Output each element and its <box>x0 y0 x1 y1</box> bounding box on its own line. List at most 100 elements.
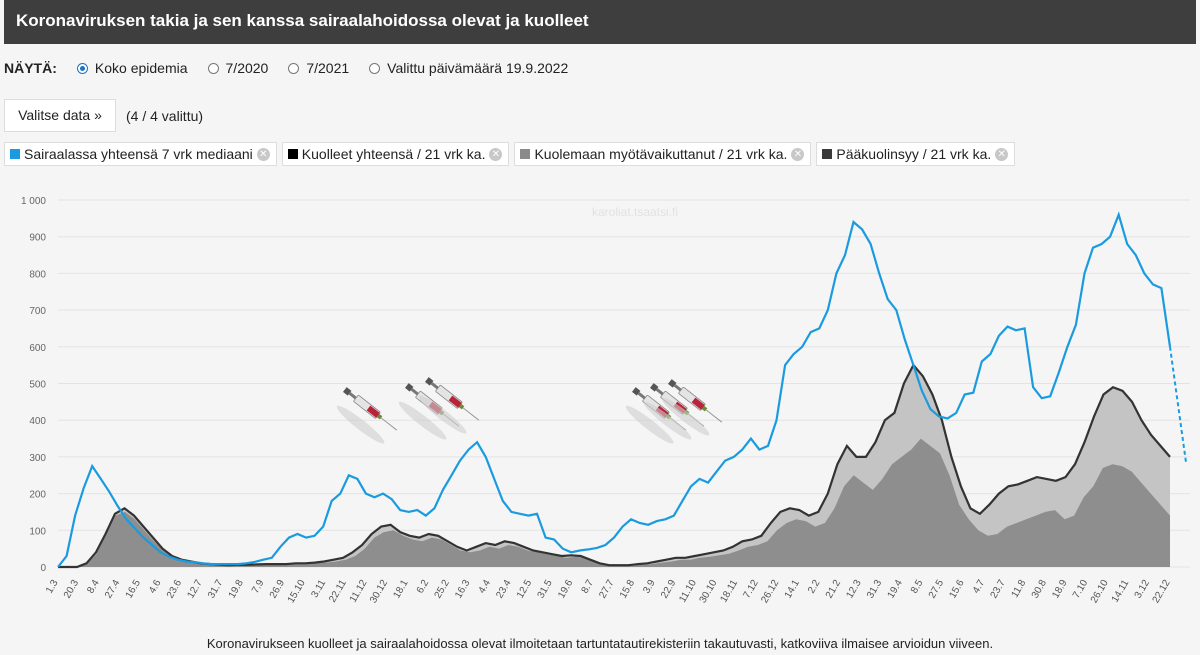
legend-chip-deaths-total[interactable]: Kuolleet yhteensä / 21 vrk ka. ✕ <box>281 142 510 166</box>
x-tick-label: 18.1 <box>391 578 410 601</box>
x-tick-label: 30.10 <box>698 578 720 606</box>
legend-chip-contributing[interactable]: Kuolemaan myötävaikuttanut / 21 vrk ka. … <box>514 142 812 166</box>
x-tick-label: 27.4 <box>103 578 122 601</box>
x-tick-label: 19.4 <box>886 578 905 601</box>
page-title: Koronaviruksen takia ja sen kanssa saira… <box>4 0 1196 44</box>
x-tick-label: 19.8 <box>227 578 246 601</box>
radio-dot[interactable] <box>369 62 381 74</box>
syringe-icon <box>625 387 687 444</box>
x-tick-label: 11.8 <box>1010 578 1029 600</box>
syringe-fluid <box>448 395 462 408</box>
x-tick-label: 27.5 <box>927 578 946 601</box>
legend-swatch <box>822 149 833 159</box>
syringe-icon <box>661 379 723 436</box>
x-tick-label: 8.4 <box>85 578 102 596</box>
syringe-needle <box>380 417 398 431</box>
radio-dot[interactable] <box>76 62 88 74</box>
legend-chip-hospital[interactable]: Sairaalassa yhteensä 7 vrk mediaani ✕ <box>4 142 277 166</box>
x-tick-label: 25.2 <box>433 578 452 601</box>
legend-chip-main-cause[interactable]: Pääkuolinsyy / 21 vrk ka. ✕ <box>816 142 1016 166</box>
radio-label: 7/2020 <box>225 60 269 76</box>
x-tick-label: 14.1 <box>783 578 802 601</box>
x-tick-label: 11.10 <box>677 578 699 605</box>
y-tick-label: 300 <box>29 453 46 464</box>
x-tick-label: 30.12 <box>368 578 390 606</box>
x-tick-label: 7.12 <box>741 578 760 601</box>
x-tick-label: 3.9 <box>641 578 658 596</box>
y-axis-ticks: 0 100 200 300 400 500 600 700 800 900 1 000 <box>21 196 46 574</box>
y-tick-label: 900 <box>29 233 46 244</box>
x-tick-label: 12.7 <box>185 578 204 601</box>
x-tick-label: 7.10 <box>1071 578 1090 601</box>
syringe-shadow <box>625 405 674 444</box>
legend: Sairaalassa yhteensä 7 vrk mediaani ✕ Ku… <box>4 142 1020 166</box>
syringe-plunger <box>348 392 357 400</box>
x-tick-label: 19.6 <box>556 578 575 601</box>
y-tick-label: 800 <box>29 269 46 280</box>
close-circle-icon[interactable]: ✕ <box>489 147 503 161</box>
x-tick-label: 23.7 <box>989 578 1008 601</box>
view-label: NÄYTÄ: <box>4 60 57 76</box>
syringe-fluid <box>691 397 705 410</box>
x-tick-label: 1.3 <box>44 578 61 596</box>
radio-7-2020[interactable]: 7/2020 <box>207 60 269 76</box>
x-tick-label: 15.10 <box>286 578 308 606</box>
x-tick-label: 3.11 <box>309 578 328 600</box>
syringe-needle <box>462 407 480 421</box>
y-tick-label: 200 <box>29 490 46 501</box>
y-tick-label: 400 <box>29 416 46 427</box>
x-tick-label: 31.3 <box>865 578 884 601</box>
syringe-icon <box>398 383 460 440</box>
syringe-plunger-end <box>425 377 434 386</box>
syringe-shadow <box>398 401 447 440</box>
footnote: Koronavirukseen kuolleet ja sairaalahoid… <box>206 636 994 651</box>
x-tick-label: 12.5 <box>515 578 534 601</box>
x-tick-label: 8.5 <box>909 578 926 596</box>
series-lines <box>57 211 1187 569</box>
x-tick-label: 15.6 <box>947 578 966 601</box>
chart-area: 0 100 200 300 400 500 600 700 800 900 1 000 karoli… <box>21 196 1190 606</box>
x-tick-label: 22.12 <box>1151 578 1173 606</box>
close-circle-icon[interactable]: ✕ <box>256 147 270 161</box>
area-main-cause <box>58 438 1170 567</box>
line-hospital-estimate <box>1169 346 1187 463</box>
x-tick-label: 4.6 <box>147 578 164 596</box>
radio-dot[interactable] <box>288 62 300 74</box>
syringe-plunger <box>410 388 419 396</box>
radio-7-2021[interactable]: 7/2021 <box>288 60 349 76</box>
radio-koko-epidemia[interactable]: Koko epidemia <box>76 60 188 76</box>
x-tick-label: 4.4 <box>477 578 494 596</box>
radio-dot[interactable] <box>207 62 219 74</box>
x-tick-label: 23.4 <box>494 578 513 601</box>
syringe-shadow <box>418 395 467 434</box>
syringe-icon <box>643 383 705 440</box>
legend-label: Kuolleet yhteensä / 21 vrk ka. <box>301 146 486 162</box>
x-axis-ticks: 1.3 20.3 8.4 27.4 16.5 4.6 23.6 12.7 31.7 19.8 7.9… <box>44 578 1173 606</box>
syringe-fluid <box>366 405 380 418</box>
x-tick-label: 18.11 <box>718 578 740 605</box>
vaccine-markers <box>336 377 723 444</box>
y-tick-label: 100 <box>29 526 46 537</box>
x-tick-label: 12.3 <box>844 578 863 601</box>
radio-valittu-paivamaara[interactable]: Valittu päivämäärä 19.9.2022 <box>369 60 568 76</box>
syringe-plunger-end <box>343 387 352 396</box>
close-circle-icon[interactable]: ✕ <box>995 147 1009 161</box>
x-tick-label: 26.10 <box>1089 578 1111 606</box>
x-tick-label: 14.11 <box>1110 578 1132 605</box>
line-deaths-total <box>58 363 1171 569</box>
legend-label: Kuolemaan myötävaikuttanut / 21 vrk ka. <box>534 146 788 162</box>
x-tick-label: 3.12 <box>1133 578 1152 601</box>
x-tick-label: 23.6 <box>165 578 184 601</box>
x-tick-label: 2.2 <box>806 578 823 596</box>
syringe-hub <box>701 405 708 412</box>
line-hospital <box>57 211 1172 568</box>
view-controls: NÄYTÄ: Koko epidemia 7/2020 7/2021 Valit… <box>4 60 588 76</box>
y-tick-label: 500 <box>29 380 46 391</box>
legend-swatch <box>10 149 20 159</box>
x-tick-label: 31.5 <box>536 578 555 601</box>
close-circle-icon[interactable]: ✕ <box>791 147 805 161</box>
syringe-icon <box>418 377 480 434</box>
select-data-button[interactable]: Valitse data » <box>4 99 116 132</box>
y-tick-label: 700 <box>29 306 46 317</box>
syringe-hub <box>376 413 383 420</box>
